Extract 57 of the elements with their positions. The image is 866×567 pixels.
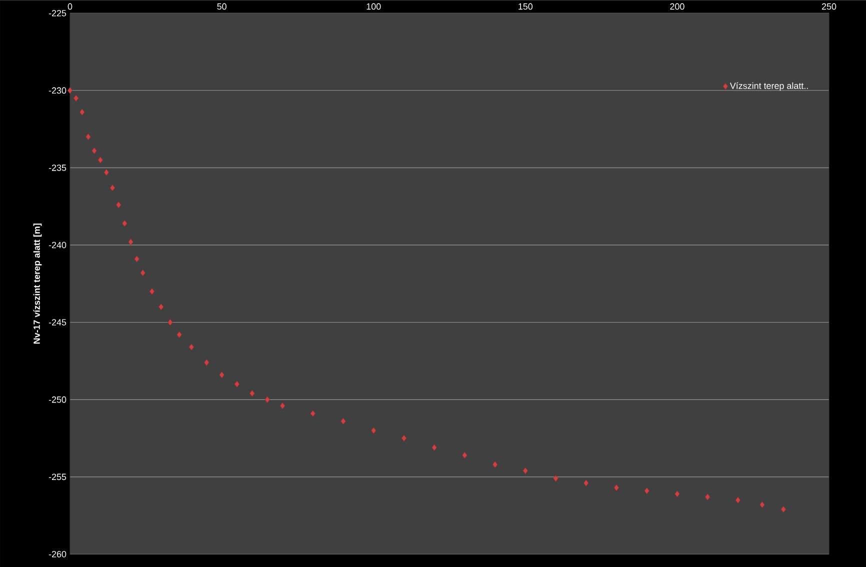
x-tick-label: 0 (68, 3, 72, 10)
point (116, 201, 122, 208)
point (280, 402, 286, 410)
point (67, 87, 73, 94)
point (401, 434, 407, 442)
point (128, 238, 134, 246)
point (104, 168, 110, 176)
y-tick-label: -260 (48, 550, 66, 558)
point (264, 396, 270, 403)
point (780, 506, 786, 513)
x-tick-label: 250 (822, 3, 836, 10)
y-tick-label: -235 (48, 164, 66, 171)
point (149, 288, 155, 295)
point (134, 255, 140, 262)
x-tick-label: 150 (518, 3, 533, 10)
point (86, 133, 91, 140)
point (462, 452, 468, 459)
point (80, 108, 85, 116)
point (98, 156, 103, 164)
y-axis-title: Nv-17 vízszint terep alatt [m] (33, 224, 42, 344)
y-tick-label: -230 (48, 87, 66, 94)
x-tick-label: 100 (366, 3, 381, 10)
point (371, 427, 376, 434)
y-tick-label: -245 (48, 319, 66, 326)
point (188, 344, 194, 350)
point (176, 331, 182, 338)
point (522, 467, 528, 474)
point (760, 501, 765, 508)
point (704, 494, 710, 500)
point (158, 303, 164, 310)
point (340, 418, 346, 425)
point (110, 184, 116, 192)
x-tick-label: 50 (217, 3, 226, 10)
legend-label: Vízszint terep alatt.. (730, 82, 808, 91)
point (553, 474, 558, 482)
y-tick-label: -250 (48, 396, 66, 403)
point (614, 484, 620, 492)
point (168, 318, 173, 326)
point (492, 461, 498, 468)
x-tick-label: 200 (670, 3, 684, 10)
point (674, 490, 680, 498)
point (250, 390, 255, 397)
point (735, 496, 741, 504)
point (644, 487, 650, 494)
point (140, 269, 146, 276)
point (432, 444, 437, 451)
point (73, 94, 79, 102)
y-tick-label: -225 (48, 10, 66, 16)
point (92, 147, 97, 154)
point (234, 380, 240, 388)
point (122, 220, 128, 227)
point (584, 480, 589, 486)
y-tick-label: -255 (48, 474, 66, 480)
point (204, 359, 210, 366)
point (219, 371, 224, 378)
y-tick-label: -240 (48, 242, 66, 248)
point (310, 410, 316, 417)
